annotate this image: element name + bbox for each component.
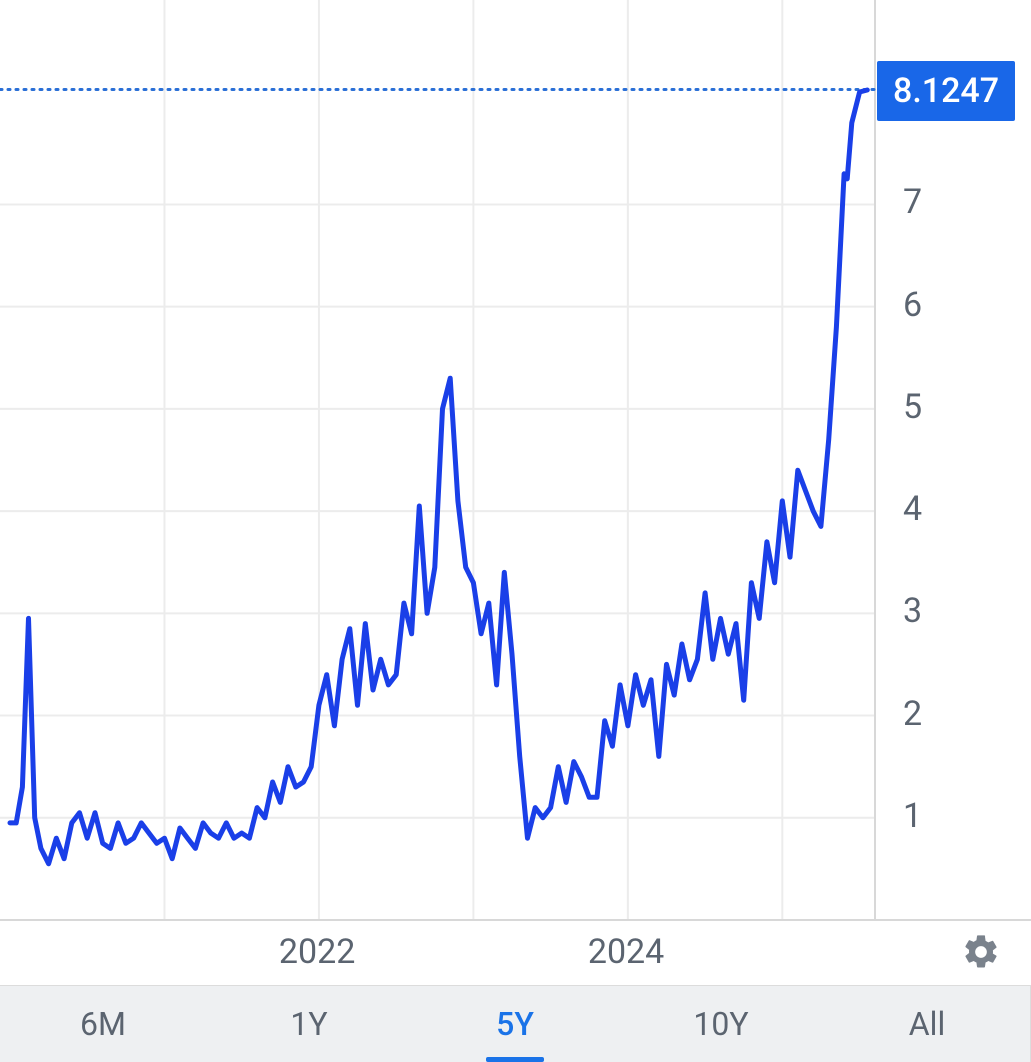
tab-all[interactable]: All [824, 986, 1030, 1062]
y-tick-label: 4 [903, 489, 922, 529]
tab-label: 5Y [496, 1005, 534, 1043]
gear-icon [961, 932, 1001, 972]
y-tick-label: 3 [903, 591, 922, 631]
current-price-badge: 8.1247 [877, 61, 1015, 121]
x-tick-label: 2024 [588, 932, 664, 972]
chart-container: 8.1247 1 2 3 4 5 6 7 2022 2024 6M 1Y 5Y 10Y All [0, 0, 1031, 1062]
line-chart [0, 0, 1031, 985]
y-tick-label: 6 [903, 285, 922, 325]
tab-label: 6M [80, 1005, 126, 1043]
tab-6m[interactable]: 6M [0, 986, 206, 1062]
y-tick-label: 1 [903, 796, 922, 836]
y-tick-label: 5 [903, 387, 922, 427]
chart-settings-button[interactable] [961, 932, 1001, 972]
time-range-tabs: 6M 1Y 5Y 10Y All [0, 985, 1031, 1062]
current-price-value: 8.1247 [893, 71, 999, 111]
tab-1y[interactable]: 1Y [206, 986, 412, 1062]
tab-label: 10Y [693, 1005, 748, 1043]
y-tick-label: 7 [903, 182, 922, 222]
chart-area[interactable]: 8.1247 1 2 3 4 5 6 7 2022 2024 [0, 0, 1031, 985]
y-tick-label: 2 [903, 694, 922, 734]
tab-label: All [909, 1005, 945, 1043]
x-tick-label: 2022 [279, 932, 355, 972]
tab-10y[interactable]: 10Y [618, 986, 824, 1062]
tab-label: 1Y [290, 1005, 327, 1043]
tab-5y[interactable]: 5Y [412, 986, 618, 1062]
